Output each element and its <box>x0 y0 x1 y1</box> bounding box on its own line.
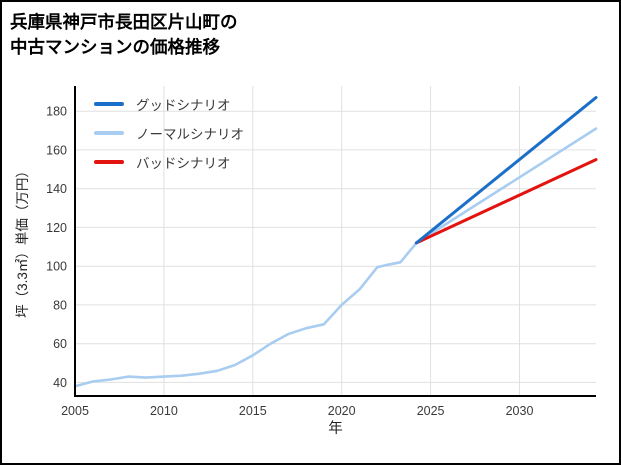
series-line-bad-scenario <box>414 158 598 245</box>
x-tick-label: 2005 <box>61 404 89 418</box>
legend-swatch-bad-icon <box>94 160 124 164</box>
x-tick-label: 2020 <box>328 404 356 418</box>
y-tick-label: 80 <box>53 298 67 312</box>
y-tick-label: 120 <box>46 221 67 235</box>
legend-item-bad-scenario: バッドシナリオ <box>94 152 244 172</box>
legend-swatch-normal-icon <box>94 131 124 135</box>
x-tick-label: 2010 <box>150 404 178 418</box>
legend-item-good-scenario: グッドシナリオ <box>94 94 244 114</box>
y-tick-label: 40 <box>53 376 67 390</box>
chart-title: 兵庫県神戸市長田区片山町の 中古マンションの価格推移 <box>10 12 238 57</box>
x-axis-label: 年 <box>328 421 343 437</box>
y-tick-label: 140 <box>46 182 67 196</box>
legend-label-good: グッドシナリオ <box>136 98 231 113</box>
series-line-good-scenario <box>414 96 598 245</box>
chart-legend: グッドシナリオ ノーマルシナリオ バッドシナリオ <box>94 94 244 181</box>
y-tick-label: 100 <box>46 260 67 274</box>
y-tick-label: 160 <box>46 143 67 157</box>
x-tick-label: 2015 <box>239 404 267 418</box>
legend-label-normal: ノーマルシナリオ <box>136 127 244 142</box>
legend-label-bad: バッドシナリオ <box>136 156 231 171</box>
legend-item-normal-scenario: ノーマルシナリオ <box>94 123 244 143</box>
series-line-normal-scenario <box>73 127 598 388</box>
x-tick-label: 2025 <box>417 404 445 418</box>
y-axis-label: 坪（3.3㎡）単価（万円） <box>15 164 30 318</box>
y-tick-label: 60 <box>53 337 67 351</box>
y-tick-label: 180 <box>46 105 67 119</box>
x-tick-label: 2030 <box>506 404 534 418</box>
legend-swatch-good-icon <box>94 102 124 106</box>
